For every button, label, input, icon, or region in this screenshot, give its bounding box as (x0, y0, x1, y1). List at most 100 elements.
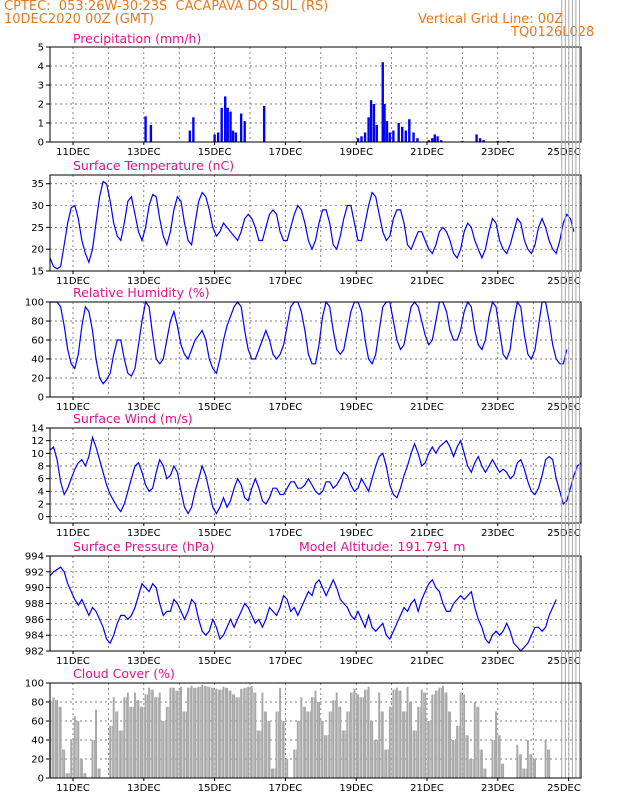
temp-series-line (49, 180, 575, 270)
cloud-bar (441, 685, 444, 778)
cloud-bar (155, 697, 158, 778)
cloud-bar (148, 687, 151, 778)
cloud-bar (502, 763, 505, 778)
cloud-bar (141, 706, 144, 778)
cloud-frame (49, 682, 582, 779)
precip-xtick-label: 21DEC (410, 147, 444, 158)
temp-title: Surface Temperature (nC) (73, 158, 234, 173)
precip-bar (392, 130, 395, 142)
cloud-bar (523, 768, 526, 778)
cloud-bar (342, 730, 345, 778)
cloud-bar (378, 692, 381, 778)
wind-xtick-label: 11DEC (56, 528, 90, 539)
cloud-bar (381, 711, 384, 778)
cloud-bar (52, 697, 55, 778)
wind-xtick-label: 15DEC (198, 528, 232, 539)
cloud-bar (63, 749, 66, 778)
precip-bar (234, 132, 238, 142)
cloud-bar (328, 711, 331, 778)
cloud-bar (211, 687, 214, 778)
cloud-xtick-label: 17DEC (269, 783, 303, 794)
rh-xtick-label: 13DEC (127, 402, 161, 413)
wind-ytick-label: 6 (38, 474, 44, 485)
pres-xtick-label: 15DEC (198, 656, 232, 667)
cloud-bar (247, 686, 250, 778)
wind-ytick-label: 2 (38, 500, 44, 511)
precip-bar (243, 121, 246, 142)
precip-bar (388, 132, 392, 142)
rh-ytick-label: 60 (31, 336, 44, 347)
cloud-bar (491, 740, 494, 778)
cloud-bar (180, 686, 182, 778)
pres-ytick-label: 982 (25, 647, 44, 658)
precip-bar (220, 107, 223, 142)
cloud-bar (98, 768, 101, 778)
cloud-bar (197, 686, 200, 778)
rh-xtick-label: 11DEC (56, 402, 90, 413)
cloud-bar (456, 725, 459, 778)
precip-bar (416, 138, 419, 142)
cloud-bar (215, 688, 218, 778)
wind-ytick-label: 12 (31, 436, 44, 447)
cloud-bar (519, 754, 522, 778)
pres-xtick-label: 19DEC (339, 656, 373, 667)
cloud-bar (172, 687, 175, 778)
wind-xtick-label: 21DEC (410, 528, 444, 539)
cloud-bar (95, 709, 97, 778)
cloud-bar (526, 740, 529, 778)
cloud-bar (516, 744, 519, 778)
cloud-bar (339, 706, 342, 778)
temp-ytick-label: 15 (31, 267, 44, 278)
pres-xtick-label: 21DEC (410, 656, 444, 667)
precip-bar (433, 134, 436, 142)
wind-ytick-label: 8 (38, 462, 44, 473)
cloud-bar (126, 692, 129, 778)
cloud-bar (364, 689, 367, 778)
precip-bar (369, 100, 373, 142)
rh-ytick-label: 80 (31, 317, 44, 328)
cloud-bar (548, 749, 551, 778)
cloud-bar (325, 735, 328, 778)
rh-xtick-label: 23DEC (481, 402, 515, 413)
pres-xtick-label: 25DEC (547, 656, 581, 667)
cloud-bar (477, 706, 480, 778)
temp-xtick-label: 13DEC (127, 276, 161, 287)
cloud-bar (544, 740, 547, 778)
cloud-bar (240, 688, 243, 778)
precip-xtick-label: 25DEC (547, 147, 581, 158)
precip-ytick-label: 1 (38, 119, 44, 130)
temp-ytick-label: 25 (31, 223, 44, 234)
temp-ytick-label: 35 (31, 179, 44, 190)
precip-bar (231, 130, 235, 142)
cloud-bar (261, 692, 264, 778)
rh-xtick-label: 15DEC (198, 402, 232, 413)
cloud-bar (264, 711, 267, 778)
cloud-bar (70, 740, 73, 778)
rh-xtick-label: 25DEC (547, 402, 581, 413)
cloud-bar (116, 711, 119, 778)
precip-bar (436, 136, 439, 142)
cloud-xtick-label: 15DEC (198, 783, 232, 794)
cloud-bar (371, 721, 374, 778)
cloud-bar (165, 706, 168, 778)
cloud-bar (303, 706, 306, 778)
pres-ytick-label: 990 (25, 583, 44, 594)
cloud-bar (392, 689, 395, 778)
cloud-bar (463, 694, 466, 778)
cloud-bar (233, 694, 236, 778)
cloud-xtick-label: 13DEC (127, 783, 161, 794)
cloud-ytick-label: 80 (31, 698, 44, 709)
cloud-bar (484, 768, 487, 778)
pres-frame (49, 555, 582, 652)
cloud-bar (459, 692, 462, 778)
precip-xtick-label: 19DEC (339, 147, 373, 158)
wind-xtick-label: 13DEC (127, 528, 161, 539)
precip-bar (363, 132, 367, 142)
cloud-xtick-label: 11DEC (56, 783, 90, 794)
precip-title: Precipitation (mm/h) (73, 31, 201, 46)
header-line-2-left: 10DEC2020 00Z (GMT) (4, 12, 155, 27)
cloud-bar (279, 687, 282, 778)
cloud-bar (434, 690, 437, 778)
precip-bar (239, 113, 243, 142)
